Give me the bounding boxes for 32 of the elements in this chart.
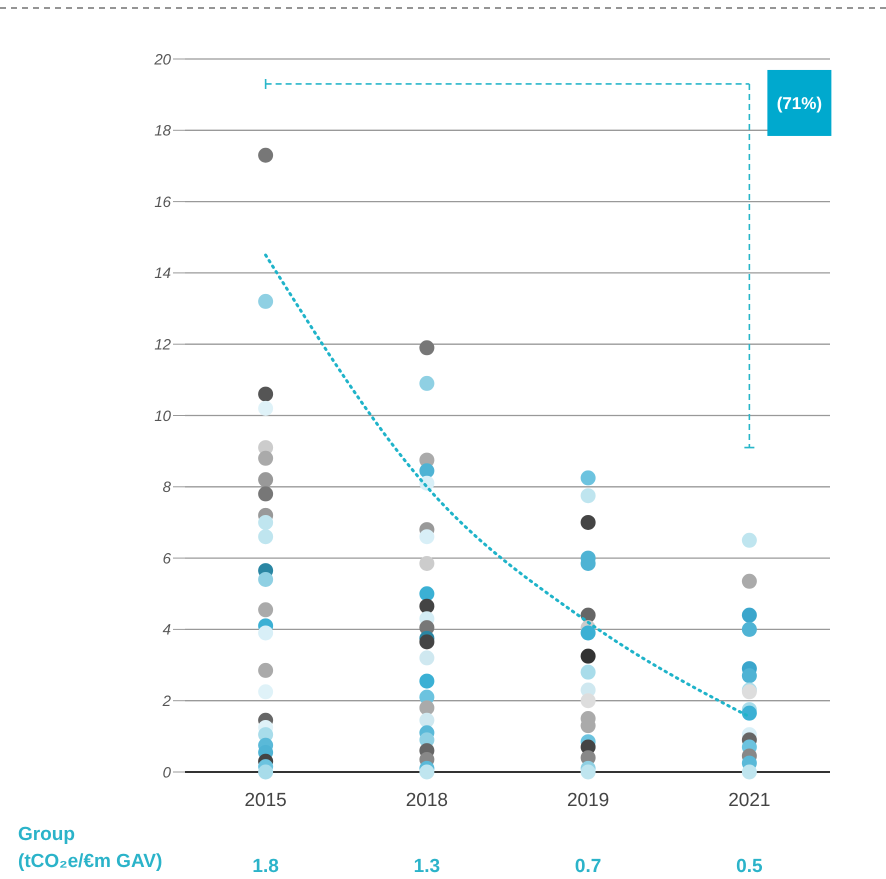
- point: [742, 622, 757, 637]
- point: [258, 294, 274, 309]
- point: [258, 602, 274, 618]
- y-tick-label: 10: [154, 408, 172, 425]
- x-tick-label: 2019: [566, 790, 610, 811]
- text: Group: [18, 824, 75, 845]
- y-tick-label: 18: [154, 122, 172, 140]
- annotation: (71%): [776, 94, 822, 113]
- text: (tCO₂e/€m GAV): [18, 851, 162, 872]
- point: [419, 340, 434, 356]
- text: 0.5: [736, 856, 764, 877]
- y-tick-label: 12: [154, 336, 172, 354]
- text: 1.8: [252, 856, 279, 877]
- y-tick-label: 0: [162, 764, 172, 782]
- y-tick-label: 16: [154, 194, 172, 211]
- y-tick-label: 6: [162, 550, 172, 568]
- y-tick-label: 14: [154, 265, 171, 282]
- y-tick-label: 20: [153, 51, 172, 68]
- y-tick-label: 8: [162, 479, 172, 496]
- x-tick-label: 2015: [244, 790, 287, 811]
- y-tick-label: 4: [162, 622, 171, 639]
- text: 0.7: [574, 856, 602, 877]
- point: [258, 386, 274, 402]
- point: [258, 764, 274, 780]
- point: [580, 648, 596, 664]
- y-tick-label: 2: [162, 692, 172, 710]
- x-tick-label: 2018: [406, 790, 448, 811]
- text: 1.3: [414, 856, 440, 877]
- point: [419, 463, 434, 478]
- x-tick-label: 2021: [728, 790, 771, 811]
- point: [258, 148, 274, 163]
- point: [419, 376, 434, 391]
